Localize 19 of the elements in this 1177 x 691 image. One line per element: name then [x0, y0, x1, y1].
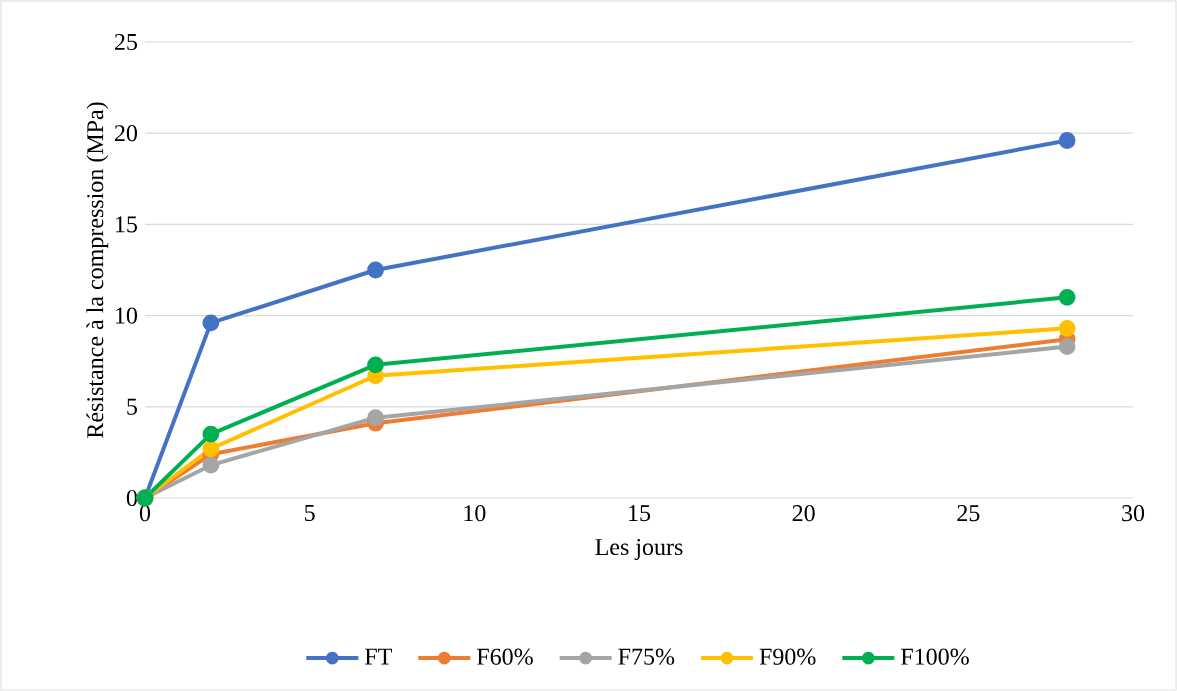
legend-label: F90%	[759, 648, 816, 665]
x-tick-label: 30	[1122, 505, 1145, 522]
x-tick-label: 5	[305, 505, 315, 521]
y-tick-label: 0	[126, 489, 138, 507]
legend-label: F60%	[477, 648, 533, 665]
y-tick-label: 15	[116, 216, 138, 233]
x-tick-label: 25	[957, 505, 980, 522]
legend-label: F100%	[901, 648, 969, 665]
y-axis-title: Résistance à la compression (MPa)	[86, 102, 109, 438]
y-tick-label: 25	[115, 33, 138, 51]
x-tick-label: 10	[464, 505, 486, 522]
legend-label: F75%	[618, 648, 675, 665]
x-axis-title: Les jours	[595, 538, 683, 560]
x-tick-label: 20	[792, 505, 815, 522]
y-tick-label: 5	[127, 398, 138, 415]
y-tick-label: 10	[116, 307, 138, 324]
legend-label: FT	[365, 648, 392, 665]
y-tick-label: 20	[115, 125, 138, 142]
x-tick-label: 15	[629, 505, 651, 522]
